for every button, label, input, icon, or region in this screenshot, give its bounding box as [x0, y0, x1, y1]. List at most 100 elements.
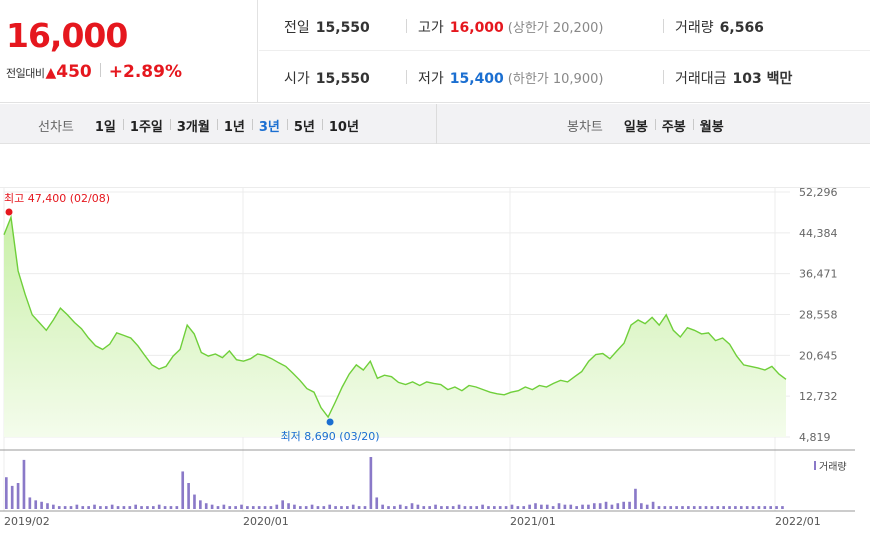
volume-bar — [598, 503, 602, 509]
volume-bar — [199, 500, 202, 509]
volume-bar — [739, 506, 743, 509]
period-3y[interactable]: 3년 — [251, 116, 287, 135]
volume-bar — [769, 506, 773, 509]
period-1d[interactable]: 1일 — [94, 120, 116, 135]
volume-bar — [251, 506, 255, 509]
volume-bar — [175, 506, 179, 509]
volume-bar — [640, 503, 643, 509]
volume-bar — [257, 506, 261, 509]
volume-bar — [569, 504, 573, 509]
volume-bar — [622, 501, 626, 509]
volume-bar — [269, 506, 273, 509]
trade-value: 거래대금 103 백만 — [662, 68, 792, 88]
volume-bar — [322, 506, 326, 509]
volume-bar — [69, 506, 73, 509]
volume-bar — [210, 504, 214, 509]
volume-bar — [487, 506, 490, 509]
volume-bar — [363, 506, 367, 509]
high-annotation: 최고 47,400 (02/08) — [4, 192, 110, 205]
toolbar-divider — [436, 104, 437, 144]
volume-bar — [81, 506, 85, 509]
x-tick-label: 2019/02 — [4, 515, 50, 528]
volume-bar — [510, 504, 514, 509]
volume-bar — [310, 504, 314, 509]
period-3m[interactable]: 3개월 — [169, 116, 217, 135]
candle-monthly[interactable]: 월봉 — [692, 116, 731, 135]
volume-bar — [775, 506, 778, 509]
volume-bar — [745, 506, 749, 509]
y-tick-label: 20,645 — [799, 349, 838, 362]
volume-bar — [128, 506, 132, 509]
period-10y[interactable]: 10년 — [321, 116, 366, 135]
volume-bar — [116, 506, 120, 509]
volume-bar — [516, 506, 520, 509]
volume-bar — [216, 506, 220, 509]
volume-bar — [498, 506, 502, 509]
volume-bar — [34, 500, 38, 509]
volume-bar — [534, 503, 537, 509]
volume-bar — [698, 506, 702, 509]
current-price: 16,000 — [6, 16, 128, 55]
line-chart-periods: 선차트 1일 1주일 3개월 1년 3년 5년 10년 — [38, 116, 366, 135]
x-tick-label: 2022/01 — [775, 515, 821, 528]
volume-bar — [181, 471, 185, 509]
volume-bar — [293, 504, 296, 509]
candle-daily[interactable]: 일봉 — [623, 120, 648, 135]
y-axis-labels: 52,296 44,384 36,471 28,558 20,645 12,732 4,81… — [799, 186, 838, 444]
volume-bar — [651, 501, 655, 509]
volume-bars: 거래량 — [5, 457, 847, 509]
volume-bar — [422, 506, 426, 509]
candle-weekly[interactable]: 주봉 — [654, 116, 693, 135]
price-chart[interactable]: 52,296 44,384 36,471 28,558 20,645 12,732 4,81… — [0, 145, 870, 533]
y-tick-label: 28,558 — [799, 309, 838, 322]
volume-bar — [757, 506, 761, 509]
volume-bar — [387, 506, 390, 509]
volume-bar — [298, 506, 302, 509]
day-high-value: 16,000 — [449, 20, 504, 36]
volume-bar — [99, 506, 102, 509]
volume-bar — [716, 506, 720, 509]
volume-bar — [692, 506, 696, 509]
volume-bar — [687, 506, 690, 509]
volume-bar — [187, 483, 190, 509]
volume-bar — [416, 504, 420, 509]
volume-bar — [481, 504, 484, 509]
volume-bar — [545, 504, 549, 509]
volume-bar — [16, 483, 20, 509]
volume-bar — [628, 501, 631, 509]
open-label: 시가 — [284, 71, 310, 87]
volume-bar — [610, 504, 614, 509]
volume-bar — [240, 504, 243, 509]
volume-bar — [645, 504, 649, 509]
volume-bar — [5, 477, 8, 509]
volume-bar — [710, 506, 714, 509]
volume-bar — [63, 506, 67, 509]
volume-bar — [357, 506, 361, 509]
trade-value-label: 거래대금 — [675, 71, 727, 87]
volume-bar — [781, 506, 784, 509]
lower-limit: (하한가 10,900) — [507, 72, 604, 87]
volume-bar — [557, 503, 561, 509]
period-5y[interactable]: 5년 — [286, 116, 322, 135]
volume-bar — [263, 506, 267, 509]
volume-bar — [410, 503, 414, 509]
volume-bar — [281, 500, 284, 509]
volume-bar — [328, 504, 332, 509]
volume-bar — [228, 506, 232, 509]
volume-bar — [87, 506, 90, 509]
volume-bar — [528, 504, 531, 509]
price-line — [3, 214, 787, 419]
low-annotation: 최저 8,690 (03/20) — [281, 430, 380, 443]
x-tick-label: 2020/01 — [243, 515, 289, 528]
volume-bar — [663, 506, 667, 509]
x-tick-label: 2021/01 — [510, 515, 556, 528]
period-1w[interactable]: 1주일 — [122, 116, 170, 135]
volume-bar — [504, 506, 508, 509]
volume-bar — [563, 504, 567, 509]
period-1y[interactable]: 1년 — [216, 116, 252, 135]
open-value: 15,550 — [315, 71, 370, 87]
volume-bar — [669, 506, 673, 509]
volume-bar — [604, 501, 608, 509]
volume-bar — [287, 503, 290, 509]
volume-bar — [10, 485, 14, 509]
